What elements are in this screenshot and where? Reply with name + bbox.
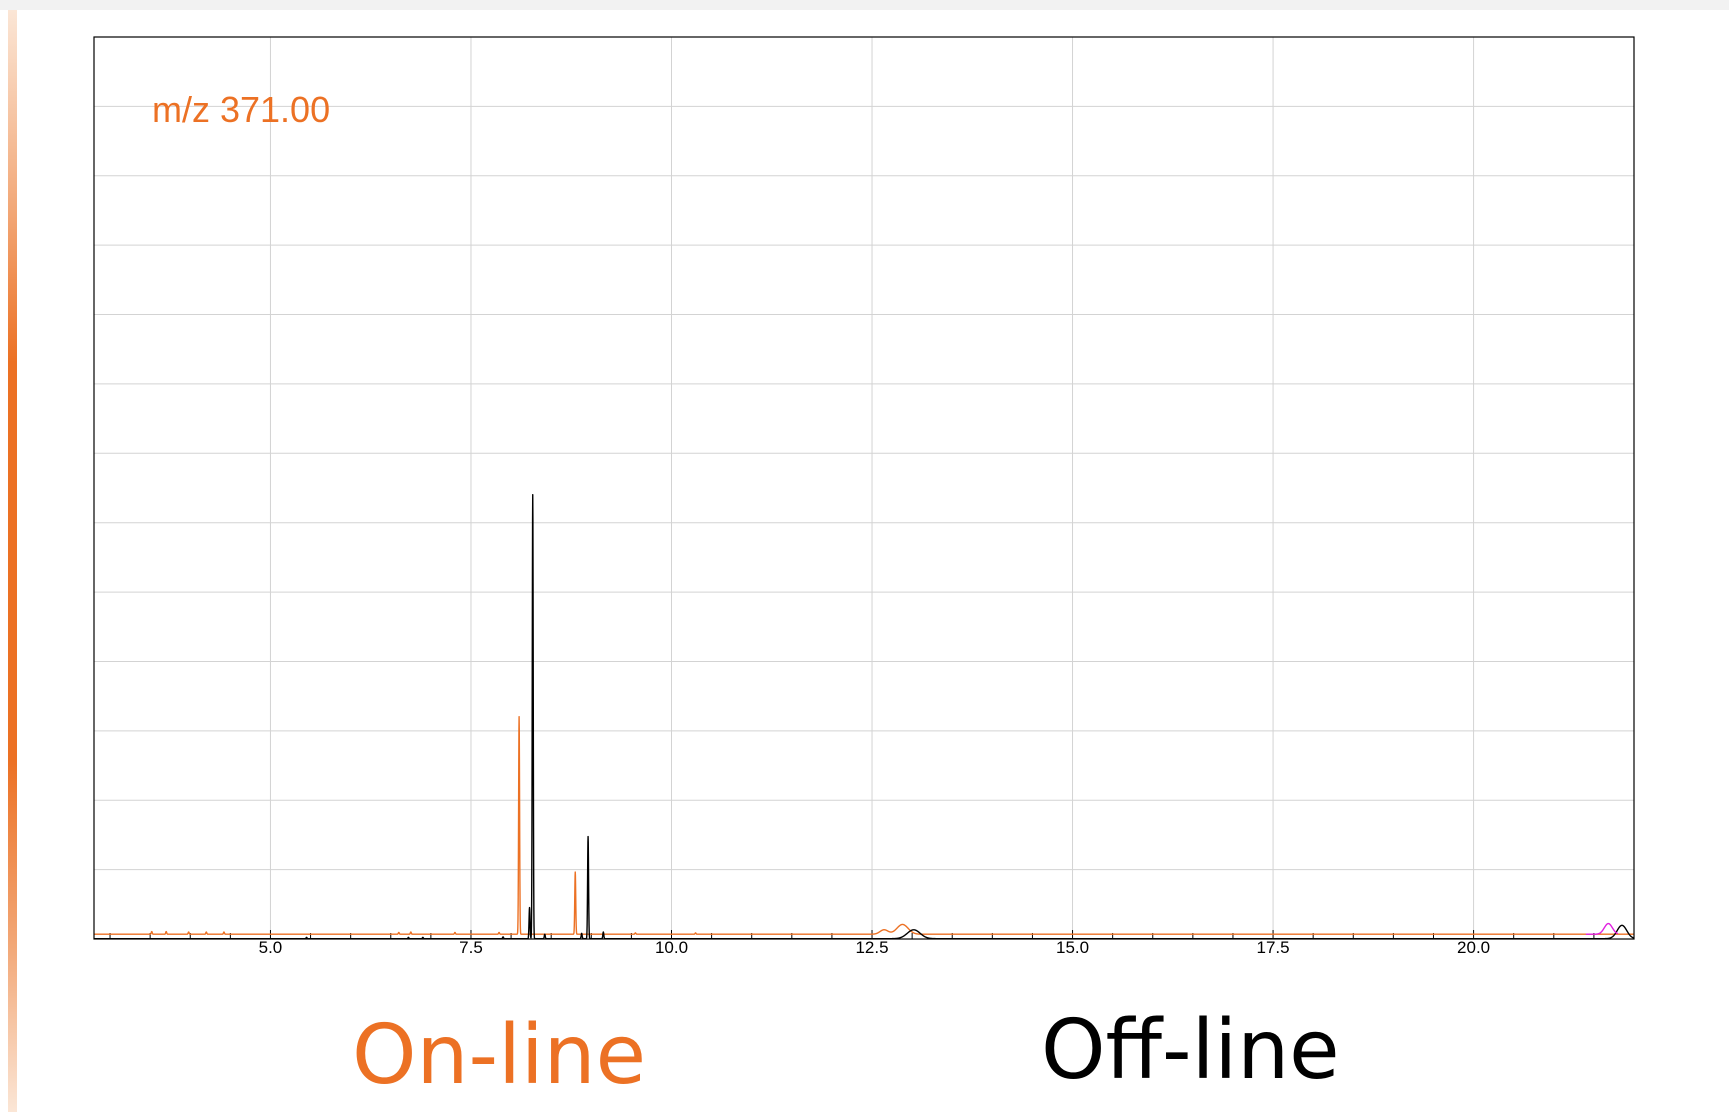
mz-annotation: m/z 371.00 xyxy=(152,89,330,130)
series-layer xyxy=(93,493,1635,940)
online-label: On-line xyxy=(352,1008,647,1103)
top-band xyxy=(0,0,1729,10)
x-tick-label: 12.5 xyxy=(855,938,888,957)
series-line-off-line xyxy=(93,493,1635,940)
grid-lines xyxy=(94,37,1634,939)
series-line-on-line xyxy=(93,715,1635,935)
x-tick-label: 5.0 xyxy=(259,938,283,957)
x-tick-label: 20.0 xyxy=(1457,938,1490,957)
x-tick-label: 10.0 xyxy=(655,938,688,957)
accent-bar xyxy=(8,10,17,1112)
x-tick-label: 15.0 xyxy=(1056,938,1089,957)
offline-label: Off-line xyxy=(1041,1003,1340,1098)
tick-labels: 5.0 7.5 10.0 12.5 15.0 17.5 20.0 xyxy=(259,938,1490,957)
x-tick-label: 7.5 xyxy=(459,938,483,957)
plot-frame xyxy=(93,36,1635,940)
x-tick-label: 17.5 xyxy=(1257,938,1290,957)
series-line-series-3 xyxy=(1585,922,1619,935)
